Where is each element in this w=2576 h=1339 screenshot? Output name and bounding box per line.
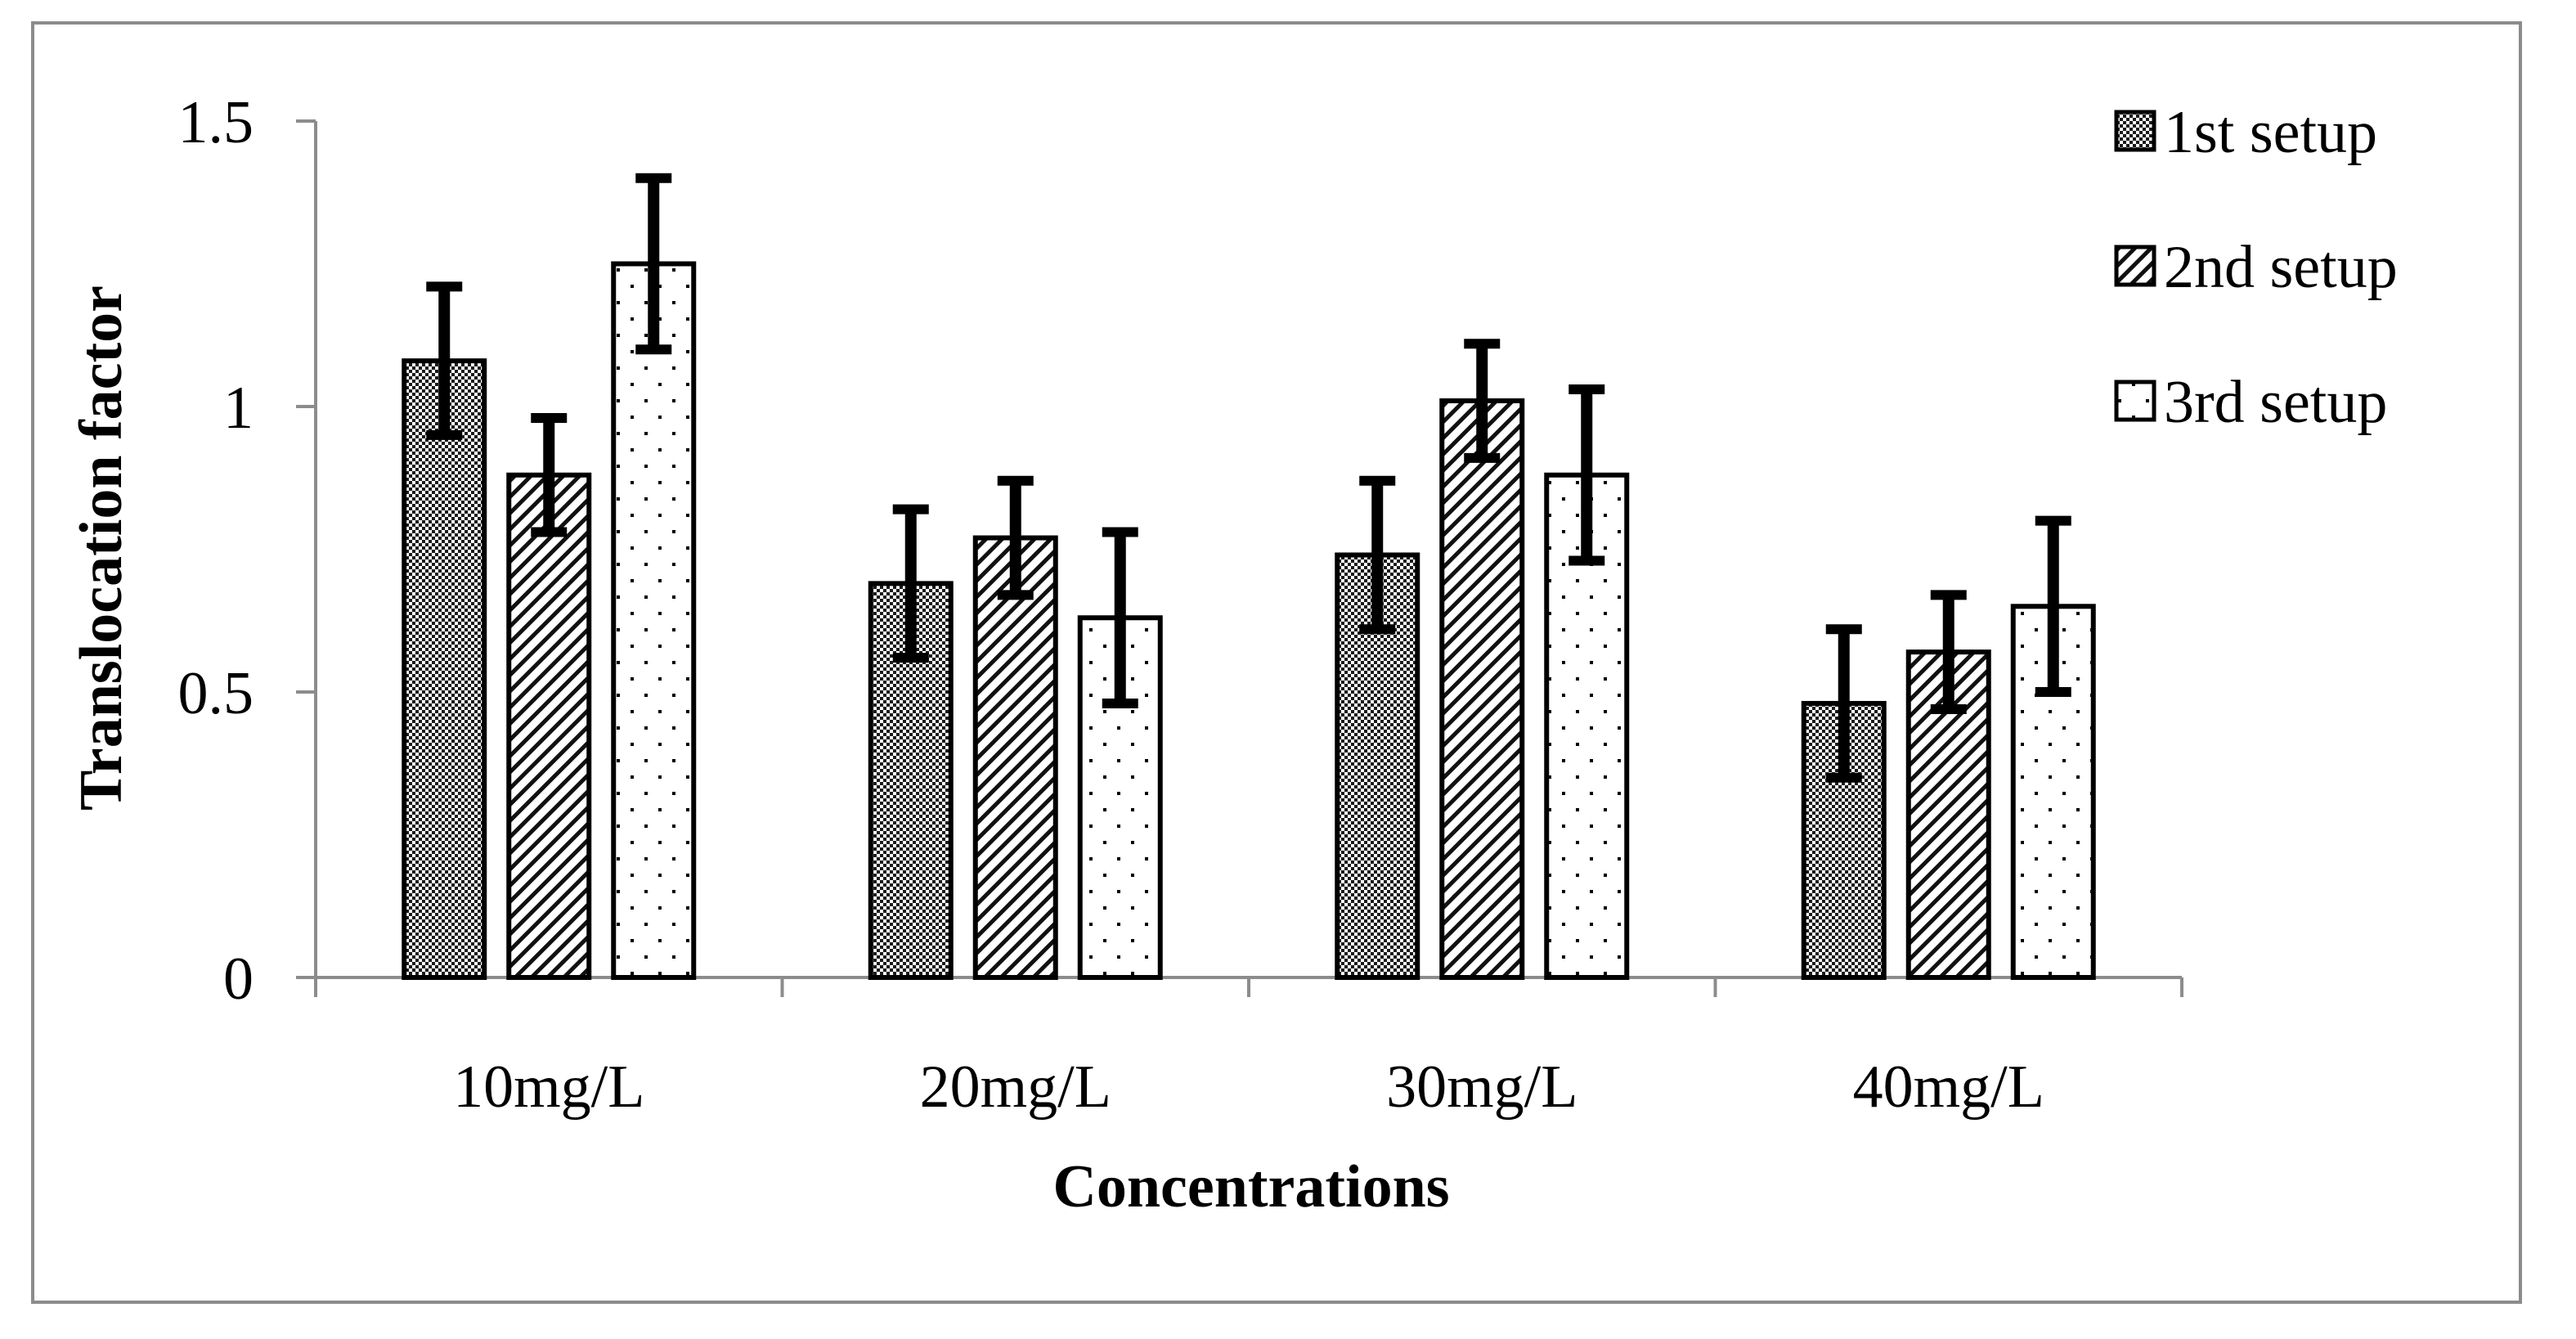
legend-label: 2nd setup: [2164, 234, 2398, 301]
bar-1st-setup-10mgL: [402, 358, 487, 981]
y-tick-label: 1.5: [178, 89, 254, 156]
error-bar: [1930, 590, 1967, 714]
legend-item: 2nd setup: [2114, 234, 2398, 301]
x-tick-label: 10mg/L: [453, 1054, 644, 1121]
error-bar: [1464, 339, 1501, 463]
legend-label: 3rd setup: [2164, 369, 2387, 436]
tick-labels-group: 0 0.5 1 1.5 10mg/L 20mg/L 30mg/L 40mg/L: [178, 89, 2044, 1121]
legend-item: 1st setup: [2114, 99, 2377, 166]
error-bar: [997, 475, 1034, 600]
error-bar: [1359, 475, 1396, 635]
x-tick-label: 30mg/L: [1386, 1054, 1577, 1121]
error-bars-group: [426, 173, 2071, 783]
y-tick-label: 0: [223, 946, 254, 1013]
x-axis-title: Concentrations: [1052, 1153, 1449, 1220]
bar-3rd-setup-10mgL: [611, 261, 697, 980]
legend: 1st setup 2nd setup 3rd setup: [2114, 99, 2398, 436]
y-axis-title: Translocation factor: [68, 285, 135, 811]
error-bar: [531, 412, 568, 537]
legend-swatch: [2114, 110, 2156, 152]
bar-2nd-setup-30mgL: [1439, 398, 1525, 980]
y-tick-label: 0.5: [178, 660, 254, 727]
legend-item: 3rd setup: [2114, 369, 2387, 436]
error-bar: [1102, 527, 1138, 708]
legend-swatch: [2114, 380, 2156, 422]
bars-group: [402, 261, 2096, 981]
legend-swatch: [2114, 245, 2156, 287]
error-bar: [892, 504, 929, 663]
error-bar: [1825, 624, 1862, 783]
error-bar: [1568, 384, 1605, 566]
legend-label: 1st setup: [2164, 99, 2377, 166]
x-tick-label: 40mg/L: [1853, 1054, 2044, 1121]
x-tick-label: 20mg/L: [920, 1054, 1111, 1121]
y-tick-label: 1: [223, 375, 254, 442]
bar-2nd-setup-10mgL: [506, 472, 592, 980]
error-bar: [426, 281, 463, 440]
error-bar: [2035, 515, 2071, 697]
bar-2nd-setup-20mgL: [972, 535, 1058, 980]
error-bar: [635, 173, 672, 355]
